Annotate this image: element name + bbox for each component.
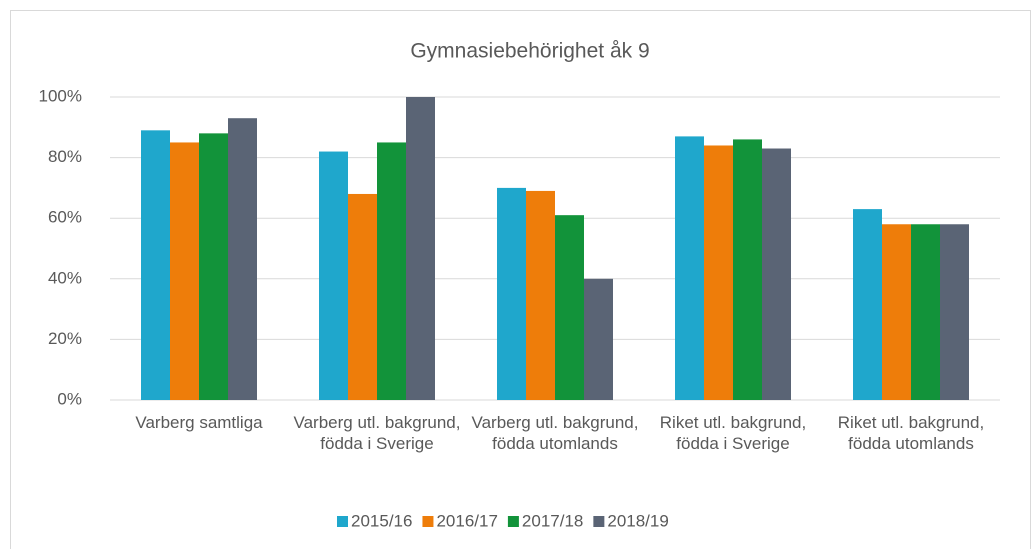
legend-label: 2016/17 xyxy=(436,511,497,530)
legend-swatch xyxy=(507,516,519,527)
y-tick-label: 0% xyxy=(57,389,82,408)
x-tick-label: Varberg utl. bakgrund, födda i Sverige xyxy=(293,413,461,453)
legend-swatch xyxy=(593,516,605,527)
y-tick-label: 20% xyxy=(48,329,82,348)
bar xyxy=(911,224,940,400)
bar xyxy=(497,187,526,400)
legend-label: 2015/16 xyxy=(351,511,412,530)
x-tick-label: Riket utl. bakgrund, födda utomlands xyxy=(837,413,985,453)
x-tick-label: Riket utl. bakgrund, födda i Sverige xyxy=(659,413,807,453)
y-tick-label: 40% xyxy=(48,268,82,287)
bar xyxy=(141,130,170,400)
bar xyxy=(584,278,613,400)
bar xyxy=(526,190,555,400)
legend-label: 2018/19 xyxy=(607,511,668,530)
legend-swatch xyxy=(422,516,434,527)
y-tick-label: 80% xyxy=(48,147,82,166)
bar xyxy=(762,148,791,400)
bar xyxy=(733,139,762,401)
bar xyxy=(853,209,882,400)
bar xyxy=(555,215,584,400)
y-tick-label: 60% xyxy=(48,208,82,227)
y-tick-label: 100% xyxy=(39,86,82,105)
bar xyxy=(319,151,348,400)
chart-title: Gymnasiebehörighet åk 9 xyxy=(410,40,649,63)
bar xyxy=(348,193,377,400)
x-tick-label: Varberg utl. bakgrund, födda utomlands xyxy=(471,413,639,453)
bar xyxy=(704,145,733,400)
legend-label: 2017/18 xyxy=(522,511,583,530)
bar xyxy=(882,224,911,400)
bar xyxy=(675,136,704,400)
bar xyxy=(940,224,969,400)
legend-swatch xyxy=(337,516,348,527)
x-tick-label: Varberg samtliga xyxy=(135,413,263,432)
bar xyxy=(377,142,406,400)
bar xyxy=(406,97,435,400)
bar xyxy=(228,118,257,401)
bar xyxy=(170,142,199,400)
bar xyxy=(199,133,228,401)
